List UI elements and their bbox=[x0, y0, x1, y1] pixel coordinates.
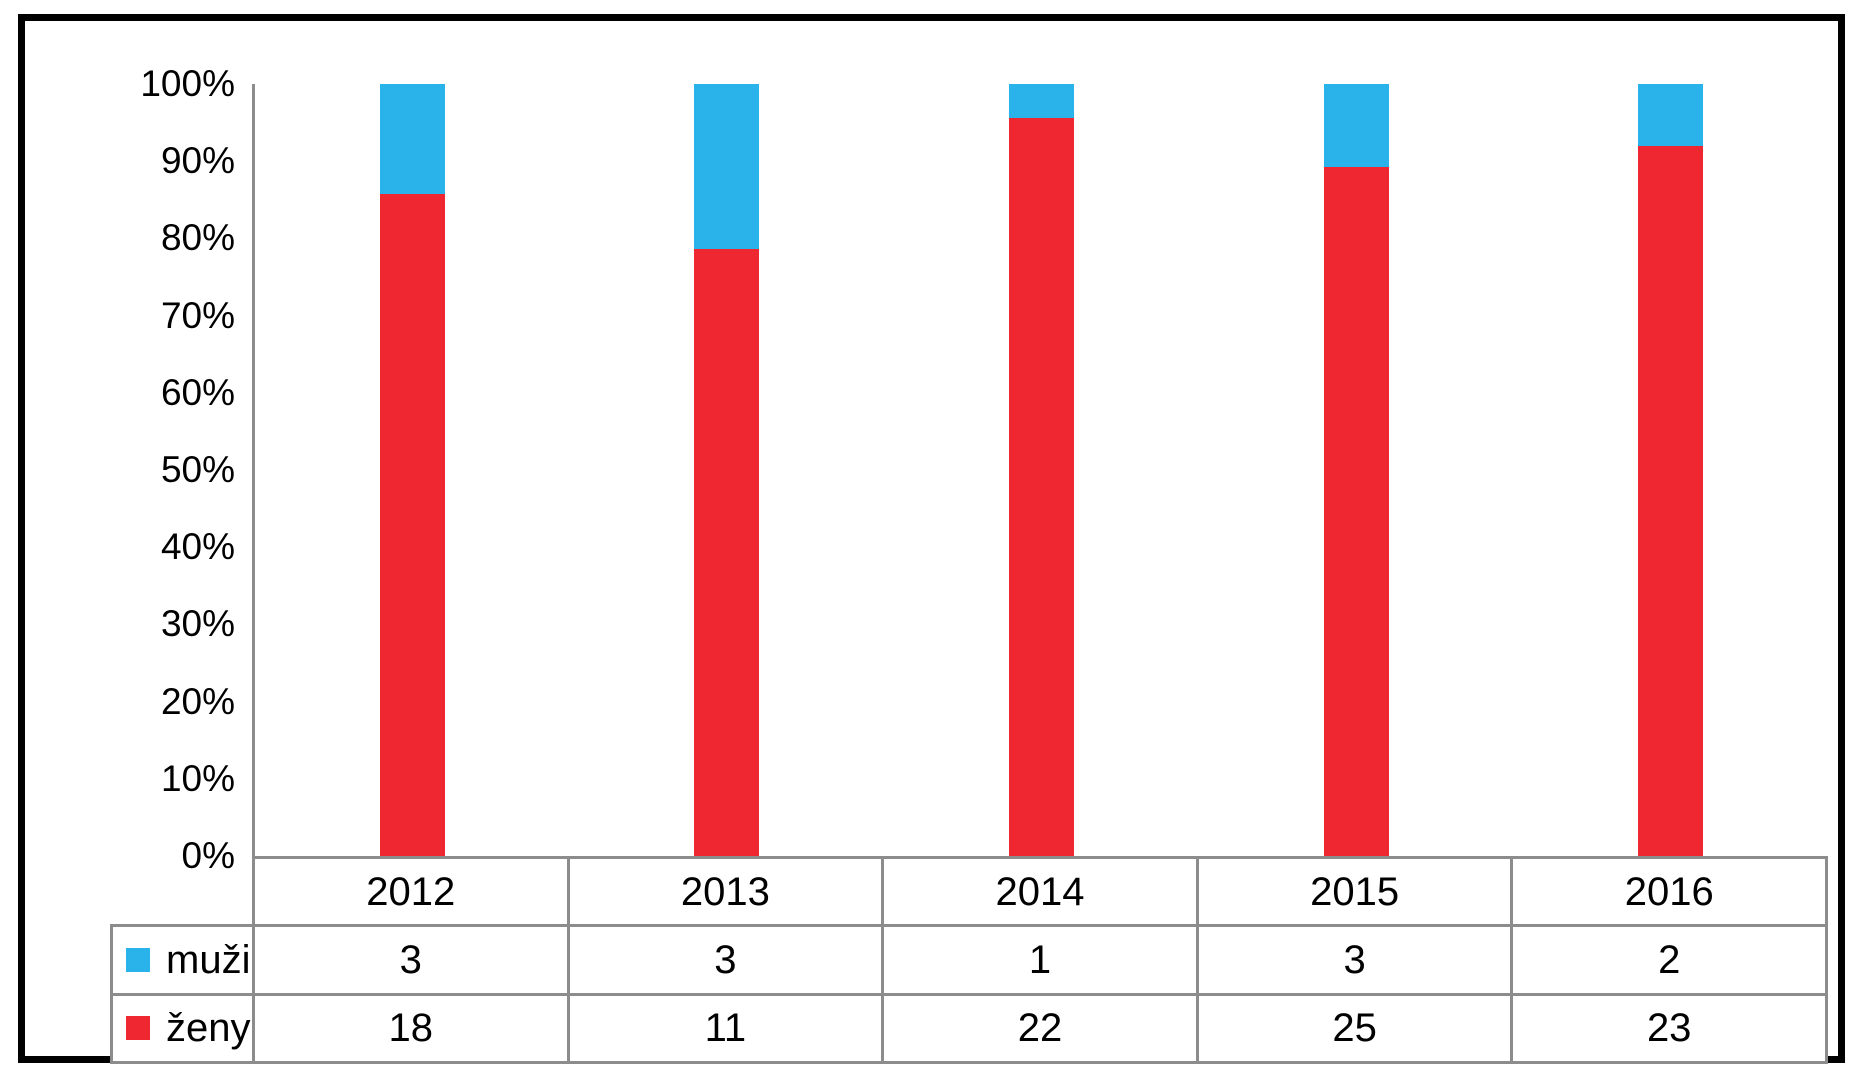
category-cell-2015: 2015 bbox=[1198, 859, 1511, 924]
value-cell-zeny-2013: 11 bbox=[569, 995, 882, 1061]
legend-swatch-zeny bbox=[126, 1016, 150, 1041]
bar-slot-2012 bbox=[255, 84, 570, 856]
y-tick-label-40: 40% bbox=[160, 526, 235, 568]
y-tick-label-30: 30% bbox=[160, 603, 235, 645]
value-cell-muzi-2014: 1 bbox=[884, 927, 1196, 993]
bar-2012-segment-muzi bbox=[379, 84, 445, 195]
bar-2014-segment-muzi bbox=[1008, 84, 1074, 118]
bar-2012 bbox=[379, 84, 445, 856]
bar-2015 bbox=[1323, 84, 1389, 856]
plot-area bbox=[252, 84, 1828, 859]
legend-label-muzi: muži bbox=[166, 937, 251, 982]
value-cell-zeny-2015: 25 bbox=[1198, 995, 1511, 1061]
figure-border-frame: 0% 10% 20% 30% 40% 50% 60% 70% 80% 90% 100% 2012 2… bbox=[18, 14, 1845, 1064]
value-cell-muzi-2013: 3 bbox=[569, 927, 882, 993]
y-tick-label-20: 20% bbox=[160, 680, 235, 722]
bar-2016 bbox=[1638, 84, 1704, 856]
bar-2013-segment-muzi bbox=[694, 84, 760, 250]
legend-row-header-zeny: ženy bbox=[113, 995, 252, 1061]
legend-label-zeny: ženy bbox=[166, 1006, 251, 1051]
category-cell-2012: 2012 bbox=[255, 859, 567, 924]
y-axis: 0% 10% 20% 30% 40% 50% 60% 70% 80% 90% 100% bbox=[65, 63, 235, 876]
bar-slot-2013 bbox=[570, 84, 885, 856]
bars-container bbox=[255, 84, 1828, 856]
bar-2015-segment-zeny bbox=[1323, 166, 1389, 856]
value-cell-zeny-2012: 18 bbox=[255, 995, 567, 1061]
legend-swatch-muzi bbox=[126, 947, 150, 972]
bar-2013-segment-zeny bbox=[694, 249, 760, 856]
bar-2014 bbox=[1008, 84, 1074, 856]
y-tick-label-10: 10% bbox=[160, 757, 235, 799]
value-cell-muzi-2012: 3 bbox=[255, 927, 567, 993]
y-tick-label-80: 80% bbox=[160, 217, 235, 259]
bar-2016-segment-zeny bbox=[1638, 145, 1704, 856]
bar-slot-2015 bbox=[1199, 84, 1514, 856]
y-tick-label-70: 70% bbox=[160, 294, 235, 336]
value-cell-zeny-2016: 23 bbox=[1513, 995, 1825, 1061]
bar-slot-2014 bbox=[884, 84, 1199, 856]
data-table: muži 3 3 1 3 2 ženy 18 11 22 25 23 bbox=[110, 924, 1828, 1064]
legend-row-header-muzi: muži bbox=[113, 927, 252, 993]
category-cell-2016: 2016 bbox=[1513, 859, 1825, 924]
bar-2013 bbox=[694, 84, 760, 856]
bar-2012-segment-zeny bbox=[379, 194, 445, 856]
y-tick-label-0: 0% bbox=[181, 835, 235, 876]
bar-2014-segment-zeny bbox=[1008, 117, 1074, 856]
value-cell-zeny-2014: 22 bbox=[884, 995, 1196, 1061]
category-cell-2013: 2013 bbox=[569, 859, 882, 924]
bar-2015-segment-muzi bbox=[1323, 84, 1389, 167]
category-cell-2014: 2014 bbox=[884, 859, 1196, 924]
bar-slot-2016 bbox=[1513, 84, 1828, 856]
y-tick-label-100: 100% bbox=[140, 63, 235, 104]
value-cell-muzi-2015: 3 bbox=[1198, 927, 1511, 993]
bar-2016-segment-muzi bbox=[1638, 84, 1704, 146]
value-cell-muzi-2016: 2 bbox=[1513, 927, 1825, 993]
category-header-row: 2012 2013 2014 2015 2016 bbox=[252, 856, 1828, 927]
y-tick-label-60: 60% bbox=[160, 371, 235, 413]
y-tick-label-90: 90% bbox=[160, 140, 235, 182]
y-tick-label-50: 50% bbox=[160, 449, 235, 490]
